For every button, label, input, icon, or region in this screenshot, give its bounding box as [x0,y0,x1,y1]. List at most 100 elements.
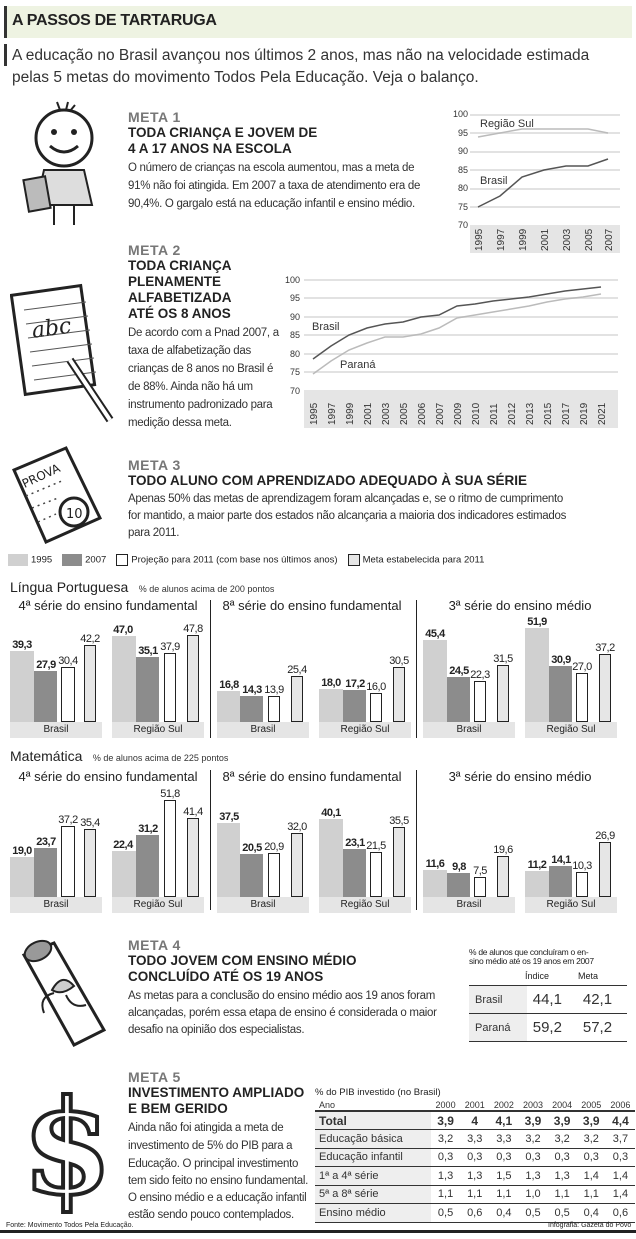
meta5-title-line1: INVESTIMENTO AMPLIADO [128,1085,305,1100]
notebook-pencil-illustration: abc [10,283,114,423]
mat-panel3-title: 3ª série do ensino médio [448,769,592,784]
pt-panel2-title: 8ª série do ensino fundamental [222,598,402,613]
meta2-text-line1: De acordo com a Pnad 2007, a [128,327,279,339]
mat-panel1-title: 4ª série do ensino fundamental [18,769,198,784]
meta2-number: META 2 [128,242,181,258]
svg-text:$: $ [22,1075,112,1215]
meta4-number: META 4 [128,937,181,953]
meta3-text-line3: para 2011. [128,527,180,539]
header-bar [4,6,632,38]
meta4-col-indice: Índice [525,971,550,981]
diploma-scroll-illustration [21,939,107,1047]
meta5-text-line1: Ainda não foi atingida a meta de [128,1122,284,1134]
svg-text:1997: 1997 [496,228,507,251]
meta2-text-line5: instrumento padronizado para [128,399,273,411]
svg-text:Paraná: Paraná [340,359,376,371]
group-label-sul: Região Sul [525,722,617,738]
meta2-text-line6: medição dessa meta. [128,417,232,429]
meta1-text-line3: 90,4%. O gargalo está na educação infant… [128,198,415,210]
svg-text:2019: 2019 [579,402,590,425]
svg-text:2003: 2003 [381,402,392,425]
legend-projecao: Projeção para 2011 (com base nos últimos… [116,554,338,566]
meta1-title-line2: 4 A 17 ANOS NA ESCOLA [128,141,292,156]
meta3-legend: 1995 2007 Projeção para 2011 (com base n… [8,554,484,566]
legend-2007: 2007 [62,554,106,566]
svg-text:2012: 2012 [507,402,518,425]
svg-text:1995: 1995 [474,228,485,251]
meta5-text-line4: tem sido feito no ensino fundamental. [128,1175,309,1187]
meta2-title-line2: PLENAMENTE [128,274,222,289]
meta2-text-line3: crianças de 8 anos no Brasil é [128,363,274,375]
page-title: A PASSOS DE TARTARUGA [12,12,217,29]
meta1-text-line2: 91% não foi atingida. Em 2007 a taxa de … [128,180,421,192]
panel-divider [416,600,417,738]
svg-text:Brasil: Brasil [480,175,508,187]
meta5-text-line5: O ensino médio e a educação infantil [128,1192,307,1204]
dollar-sign-illustration: $ [22,1075,112,1215]
table-row: Paraná 59,2 57,2 [469,1013,627,1042]
pt-panel3-title: 3ª série do ensino médio [448,598,592,613]
mat-panel2-title: 8ª série do ensino fundamental [222,769,402,784]
group-label-brasil: Brasil [423,897,515,913]
meta4-col-meta: Meta [578,971,599,981]
svg-text:2007: 2007 [435,402,446,425]
meta4-text-line3: desafio na opinião dos especialistas. [128,1024,305,1036]
svg-text:2013: 2013 [525,402,536,425]
meta5-title-line2: E BEM GERIDO [128,1101,228,1116]
pt-panel1-title: 4ª série do ensino fundamental [18,598,198,613]
group-label-sul: Região Sul [525,897,617,913]
svg-text:2005: 2005 [399,402,410,425]
group-label-brasil: Brasil [217,722,309,738]
meta3-text-line1: Apenas 50% das metas de aprendizagem for… [128,493,564,505]
meta1-text-line1: O número de crianças na escola aumentou,… [128,162,415,174]
svg-text:2009: 2009 [453,402,464,425]
svg-text:Região Sul: Região Sul [480,118,534,130]
meta3-title: TODO ALUNO COM APRENDIZADO ADEQUADO À SU… [128,473,528,488]
svg-text:2006: 2006 [417,402,428,425]
meta4-title-line1: TODO JOVEM COM ENSINO MÉDIO [128,953,357,968]
meta5-text-line2: investimento de 5% do PIB para a [128,1140,293,1152]
legend-meta: Meta estabelecida para 2011 [347,554,484,566]
svg-text:10: 10 [66,507,83,522]
svg-text:1997: 1997 [327,402,338,425]
svg-text:2011: 2011 [489,403,500,425]
meta2-title-line1: TODA CRIANÇA [128,258,232,273]
panel-divider [210,770,211,910]
meta2-text-line4: de 88%. Ainda não há um [128,381,253,393]
table-row: 1ª a 4ª série 1,3 1,3 1,5 1,3 1,3 1,4 1,4 [315,1166,635,1186]
group-label-brasil: Brasil [217,897,309,913]
meta5-text-line3: Educação. O principal investimento [128,1158,299,1170]
group-label-sul: Região Sul [112,897,204,913]
group-label-brasil: Brasil [423,722,515,738]
svg-text:2010: 2010 [471,402,482,425]
table-header-row: Ano 2000 2001 2002 2003 2004 2005 2006 [315,1099,635,1112]
table-row: Brasil 44,1 42,1 [469,985,627,1014]
meta2-title-line3: ALFABETIZADA [128,290,232,305]
panel-divider [210,600,211,738]
svg-text:2001: 2001 [540,228,551,251]
source-note: Fonte: Movimento Todos Pela Educação. [6,1222,134,1229]
group-label-sul: Região Sul [319,722,411,738]
meta4-text-line2: alcançadas, porém essa etapa de ensino é… [128,1007,437,1019]
group-label-brasil: Brasil [10,722,102,738]
group-label-sul: Região Sul [112,722,204,738]
group-label-brasil: Brasil [10,897,102,913]
legend-1995: 1995 [8,554,52,566]
table-row: Total 3,9 4 4,1 3,9 3,9 3,9 4,4 [315,1111,635,1130]
intro-line-2: pelas 5 metas do movimento Todos Pela Ed… [12,69,479,86]
portugues-heading: Língua Portuguesa % de alunos acima de 2… [10,579,275,595]
meta5-table-caption: % do PIB investido (no Brasil) [315,1087,441,1098]
table-row: 5ª a 8ª série 1,1 1,1 1,1 1,0 1,1 1,1 1,4 [315,1185,635,1204]
group-label-sul: Região Sul [319,897,411,913]
meta5-text-line6: estão sendo pouco contemplados. [128,1209,294,1221]
svg-text:1999: 1999 [518,228,529,251]
meta4-title-line2: CONCLUÍDO ATÉ OS 19 ANOS [128,969,324,984]
svg-text:2001: 2001 [363,402,374,425]
intro-line-1: A educação no Brasil avançou nos últimos… [12,47,590,64]
panel-divider [416,770,417,910]
matematica-bar-chart: 19,0 23,7 37,2 35,4 Brasil 22,4 31,2 51,… [0,745,636,913]
meta1-title-line1: TODA CRIANÇA E JOVEM DE [128,125,318,140]
meta2-text-line2: taxa de alfabetização das [128,345,251,357]
credit-note: Infografia: Gazeta do Povo [548,1222,632,1229]
meta5-number: META 5 [128,1069,181,1085]
